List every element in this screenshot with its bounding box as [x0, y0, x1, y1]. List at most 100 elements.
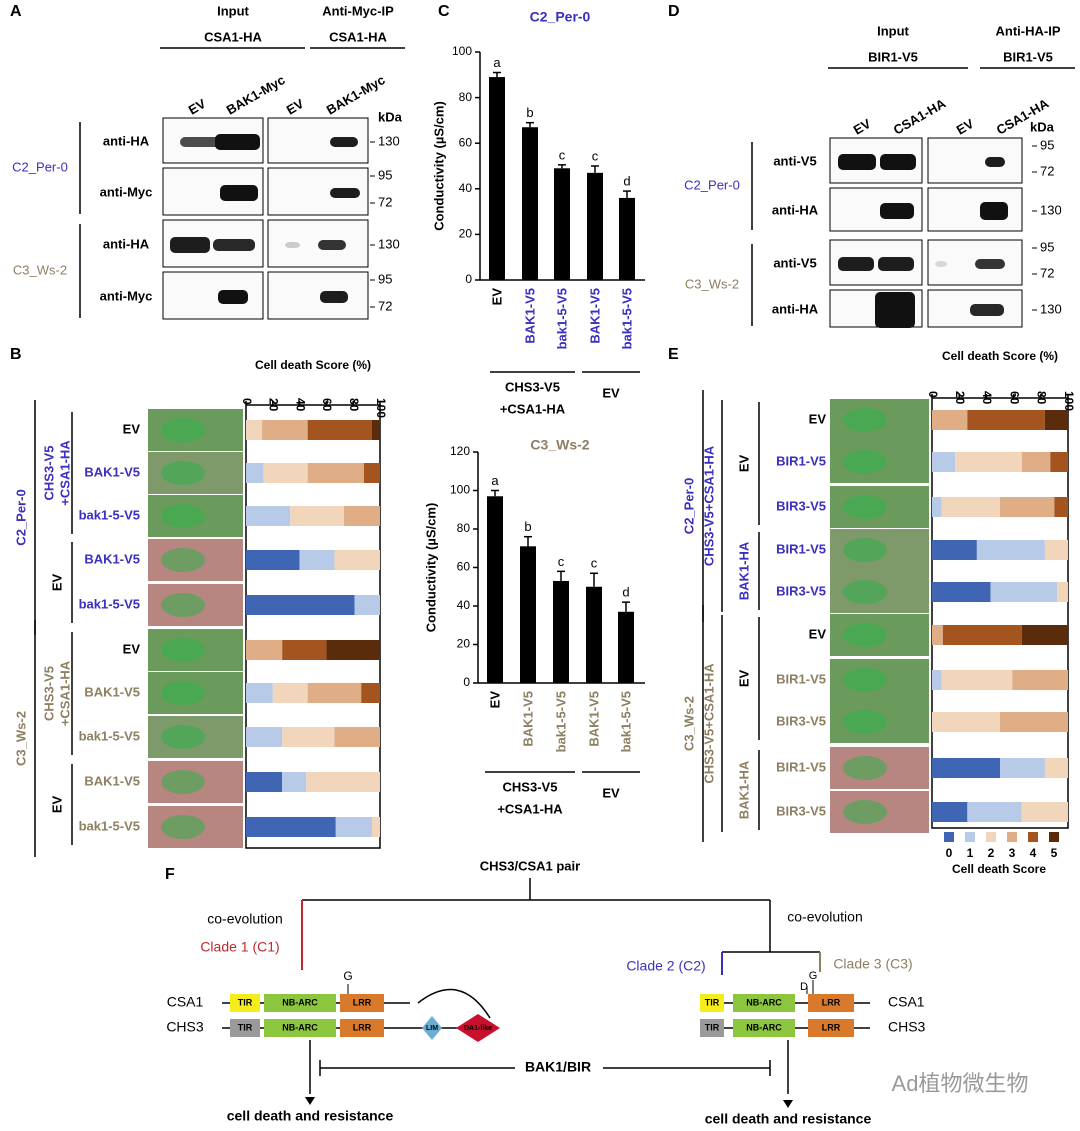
bar-segment: [282, 727, 335, 747]
bar-segment: [334, 550, 380, 570]
marker-label: 130: [1040, 301, 1062, 316]
leaf-spot: [161, 681, 205, 705]
x-tick-label: bak1-5-V5: [619, 288, 634, 349]
row-label: BIR1-V5: [776, 453, 826, 468]
legend-label: 4: [1030, 846, 1037, 860]
group-label: C3_Ws-2: [681, 696, 696, 751]
bar-segment: [354, 595, 380, 615]
antibody-label: anti-HA: [103, 133, 150, 148]
watermark: Ad植物微生物: [892, 1071, 1029, 1096]
bar-segment: [343, 506, 380, 526]
group-label: EV: [602, 785, 620, 800]
bar-segment: [307, 683, 362, 703]
x-tick-label: EV: [487, 691, 502, 709]
bar-segment: [1021, 452, 1051, 472]
lane-label: EV: [851, 116, 874, 138]
leaf-spot: [843, 495, 887, 519]
band: [975, 259, 1005, 269]
group-label: C2_Per-0: [13, 489, 28, 545]
blot-header: Input: [217, 3, 249, 18]
bar-segment: [941, 670, 1013, 690]
band: [970, 304, 1004, 316]
domain-box: [230, 994, 260, 1012]
bar-segment: [246, 727, 283, 747]
domain-label: TIR: [238, 1022, 253, 1032]
plot-frame: [931, 397, 1069, 829]
bar: [554, 168, 570, 280]
bar-segment: [282, 772, 307, 792]
blot-construct: CSA1-HA: [329, 29, 387, 44]
antibody-label: anti-Myc: [100, 184, 153, 199]
row-label: BIR3-V5: [776, 583, 826, 598]
blot-frame: [267, 219, 369, 268]
group-label: C3_Ws-2: [13, 262, 67, 277]
significance-letter: c: [559, 147, 566, 162]
y-tick-label: 40: [457, 598, 471, 612]
domain-box: [733, 994, 795, 1012]
significance-letter: c: [591, 556, 598, 571]
domain-box: [340, 994, 384, 1012]
bar-segment: [263, 463, 308, 483]
group-label: C2_Per-0: [12, 159, 68, 174]
bar-segment: [363, 463, 380, 483]
marker-label: 72: [1040, 265, 1054, 280]
band: [935, 261, 947, 267]
panel-label: A: [10, 3, 22, 20]
row-label: bak1-5-V5: [79, 818, 140, 833]
x-tick-label: bak1-5-V5: [553, 691, 568, 752]
chart-title: C3_Ws-2: [530, 437, 589, 453]
antibody-label: anti-HA: [103, 236, 150, 251]
bar-segment: [942, 625, 1022, 645]
group-label: +CSA1-HA: [497, 801, 563, 816]
legend-label: 5: [1051, 846, 1058, 860]
blot-construct: CSA1-HA: [204, 29, 262, 44]
bar-segment: [967, 410, 1045, 430]
chart-title: C2_Per-0: [530, 9, 591, 25]
domain-diamond: [422, 1016, 442, 1040]
subgroup-label: CHS3-V5: [41, 666, 56, 721]
band: [285, 242, 300, 248]
bar-segment: [1044, 758, 1068, 778]
domain-label: LIM: [426, 1025, 438, 1032]
significance-letter: b: [524, 519, 531, 534]
group-label: C2_Per-0: [684, 177, 740, 192]
bar-segment: [1000, 712, 1068, 732]
group-label: C2_Per-0: [681, 478, 696, 534]
bar: [520, 546, 536, 683]
bar-segment: [990, 582, 1058, 602]
domain-box: [808, 994, 854, 1012]
bar-segment: [1044, 540, 1068, 560]
significance-letter: d: [623, 174, 630, 189]
legend-swatch: [944, 832, 954, 842]
kda-label: kDa: [378, 109, 403, 124]
axis-title: Cell death Score (%): [942, 349, 1058, 363]
bar-segment: [932, 625, 943, 645]
bar-segment: [334, 727, 380, 747]
band: [318, 240, 346, 250]
x-tick-label: EV: [489, 288, 504, 306]
marker-label: 95: [378, 167, 392, 182]
bar-segment: [307, 463, 364, 483]
leaf-spot: [161, 638, 205, 662]
row-label: BIR1-V5: [776, 759, 826, 774]
lane-label: EV: [284, 96, 307, 118]
domain-label: NB-ARC: [282, 997, 318, 1007]
x-tick-label: 80: [1035, 391, 1049, 405]
domain-label: LRR: [822, 1022, 841, 1032]
bar: [487, 496, 503, 683]
group-label: CHS3-V5: [503, 779, 558, 794]
arrow-head: [305, 1097, 315, 1105]
clade-label: Clade 3 (C3): [833, 956, 912, 972]
blot-header: Input: [877, 23, 909, 38]
kda-label: kDa: [1030, 119, 1055, 134]
domain-diamond: [456, 1014, 500, 1042]
bar: [489, 77, 505, 280]
leaf-spot: [161, 770, 205, 794]
bar-segment: [246, 595, 355, 615]
band: [878, 257, 914, 271]
bar-segment: [246, 772, 283, 792]
bar: [522, 127, 538, 281]
arrow-head: [783, 1100, 793, 1108]
subgroup-label: +CSA1-HA: [57, 440, 72, 506]
protein-label: CHS3: [888, 1019, 926, 1035]
